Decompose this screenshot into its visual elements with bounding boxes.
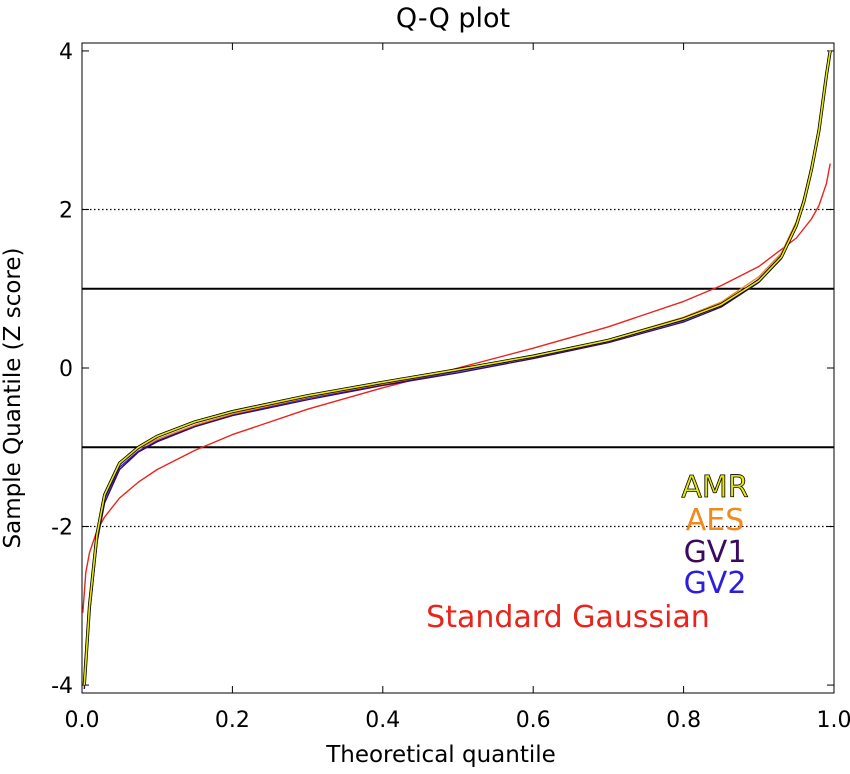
y-axis-label: Sample Quantile (Z score) [0, 248, 26, 549]
x-tick-label: 0.4 [365, 708, 400, 733]
x-tick-label: 0.6 [516, 708, 551, 733]
legend-entry-gv2: GV2 [684, 566, 747, 601]
chart-title: Q-Q plot [396, 3, 510, 34]
legend-entry-standard-gaussian: Standard Gaussian [426, 600, 710, 635]
x-tick-label: 0.8 [666, 708, 701, 733]
x-axis-label: Theoretical quantile [325, 742, 556, 768]
y-tick-label: 4 [59, 40, 73, 65]
y-tick-label: -4 [51, 674, 73, 699]
reference-lines [82, 208, 834, 528]
x-tick-label: 0.0 [65, 708, 100, 733]
series-line-standard-gaussian [82, 163, 831, 613]
x-tick-label: 1.0 [817, 708, 850, 733]
series-line-amr [83, 50, 831, 686]
axis-ticks: 0.0 0.2 0.4 0.6 0.8 1.0 4 2 0 -2 -4 [51, 40, 850, 733]
legend-entry-aes: AES [686, 503, 745, 538]
y-tick-label: 2 [59, 198, 73, 223]
legend-entry-gv1: GV1 [684, 535, 747, 570]
legend-entry-amr: AMR [681, 470, 748, 505]
series-lines [82, 50, 832, 690]
y-tick-label: -2 [51, 516, 73, 541]
x-tick-label: 0.2 [215, 708, 250, 733]
y-tick-label: 0 [59, 357, 73, 382]
